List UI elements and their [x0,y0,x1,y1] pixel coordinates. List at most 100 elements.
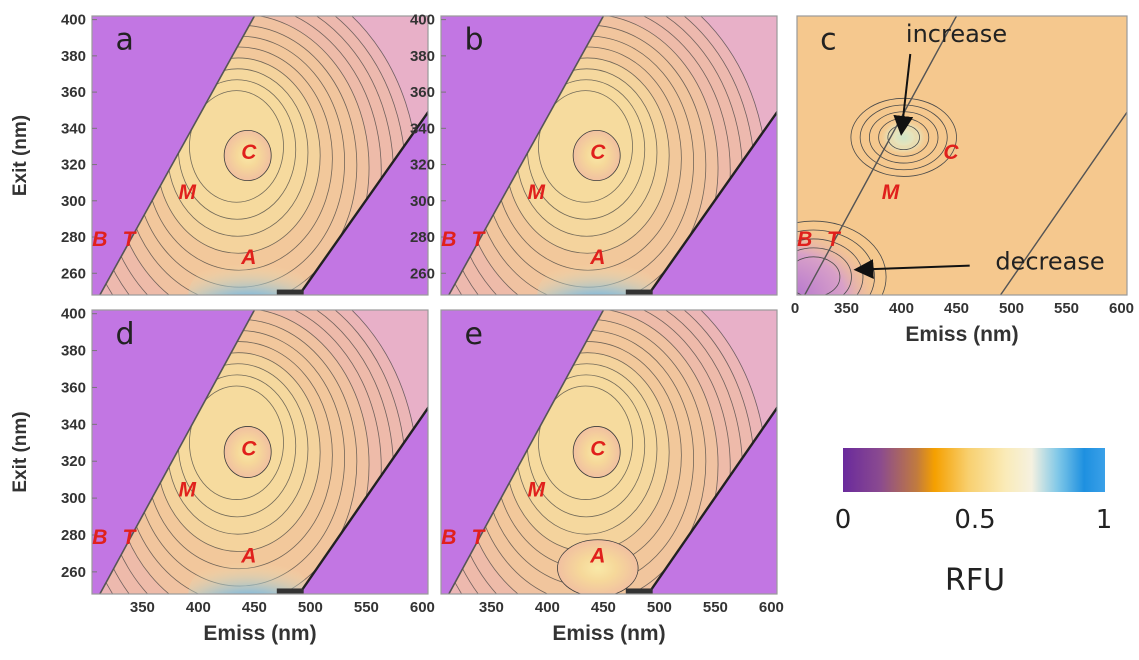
band-edge [448,16,605,295]
peak-label-b: B [441,526,456,549]
y-tick-label: 380 [410,48,435,65]
peak-label-c: C [943,141,959,164]
peak-label-b: B [797,228,812,251]
peak-label-c: C [241,141,257,164]
scatter-mask [625,588,653,594]
x-tick-label: 550 [354,599,379,616]
plot-frame [796,15,1128,296]
contour-line [887,124,920,151]
contour-line [797,229,875,295]
x-tick-label: 600 [1109,300,1134,317]
x-tick-label: 350 [834,300,859,317]
y-tick-label: 300 [61,193,86,210]
peak-label-a: A [240,545,256,568]
x-tick-label: 400 [186,599,211,616]
contour-line [850,97,957,177]
band-edge [298,110,428,295]
peak-label-m: M [527,181,545,204]
contour-line [223,129,272,182]
scatter-mask [625,289,653,295]
peak-label-b: B [92,526,107,549]
x-tick-label: 550 [703,599,728,616]
band-edge [999,111,1127,295]
y-tick-label: 380 [61,343,86,360]
colorbar-max-label: 1 [1096,505,1113,535]
x-tick-label: 350 [130,599,155,616]
peak-label-a: A [240,246,256,269]
scatter-mask [276,289,304,295]
panel-letter: b [465,22,484,57]
colorbar-gradient [843,448,1105,492]
x-tick-label: 600 [410,599,435,616]
panel-letter: c [820,22,837,57]
colorbar: 0 0.5 1 RFU [835,448,1113,598]
peak-label-m: M [527,478,545,501]
y-tick-label: 360 [410,84,435,101]
panel-e: e 350 400 450 500 550 600 Emiss (nm) B T M C A [440,309,784,645]
y-axis-label: Exit (nm) [10,411,31,492]
peak-label-c: C [590,438,606,461]
scatter-mask [276,588,304,594]
peak-label-m: M [882,181,900,204]
y-tick-label: 340 [61,120,86,137]
contour-line [223,426,272,478]
peak-label-a: A [589,246,605,269]
masked-region [92,16,255,295]
x-tick-label: 500 [999,300,1024,317]
peak-label-t: T [123,228,138,251]
x-axis-label: Emiss (nm) [203,622,316,645]
y-tick-label: 320 [61,157,86,174]
panel-letter: d [116,317,135,352]
x-tick-label: 450 [944,300,969,317]
contour-line [572,426,621,478]
peak-label-t: T [472,228,487,251]
y-tick-label: 380 [61,48,86,65]
peak-label-a: A [589,545,605,568]
x-tick-label: 450 [591,599,616,616]
y-tick-label: 280 [410,229,435,246]
band-edge [647,405,777,594]
y-tick-label: 260 [61,265,86,282]
contour-line [572,129,621,182]
y-tick-label: 280 [61,527,86,544]
peak-a-region [537,255,659,295]
band-edge [804,16,958,295]
y-tick-label: 300 [61,490,86,507]
y-tick-label: 340 [410,120,435,137]
x-tick-label: 400 [535,599,560,616]
y-tick-label: 400 [61,306,86,323]
masked-region [441,310,604,594]
x-tick-label: 350 [479,599,504,616]
y-tick-label: 400 [61,12,86,29]
plot-frame [91,15,429,296]
y-tick-label: 400 [410,12,435,29]
peak-a-region [188,554,310,594]
band-edge [448,310,605,594]
x-tick-label: 500 [298,599,323,616]
peak-label-t: T [472,526,487,549]
colorbar-min-label: 0 [835,505,852,535]
y-tick-label: 280 [61,229,86,246]
x-axis-label: Emiss (nm) [905,323,1018,346]
peak-label-t: T [827,228,842,251]
contour-line [797,247,852,295]
contour-line [797,256,841,295]
peak-label-m: M [178,181,196,204]
peak-label-c: C [590,141,606,164]
peak-label-m: M [178,478,196,501]
plot-frame [440,15,778,296]
y-tick-label: 320 [410,157,435,174]
peak-label-c: C [241,438,257,461]
masked-region [441,16,604,295]
band-edge [298,405,428,594]
x-tick-label: 500 [647,599,672,616]
panel-b: b 260 280 300 320 340 360 380 400 B T M C A [410,12,778,296]
x-axis-label: Emiss (nm) [552,622,665,645]
masked-region [92,310,255,594]
band-edge [99,310,256,594]
peak-label-b: B [441,228,456,251]
annotation-decrease: decrease [995,248,1104,276]
panel-letter: e [465,317,483,352]
x-tick-label: 600 [759,599,784,616]
peak-a-region [188,255,310,295]
